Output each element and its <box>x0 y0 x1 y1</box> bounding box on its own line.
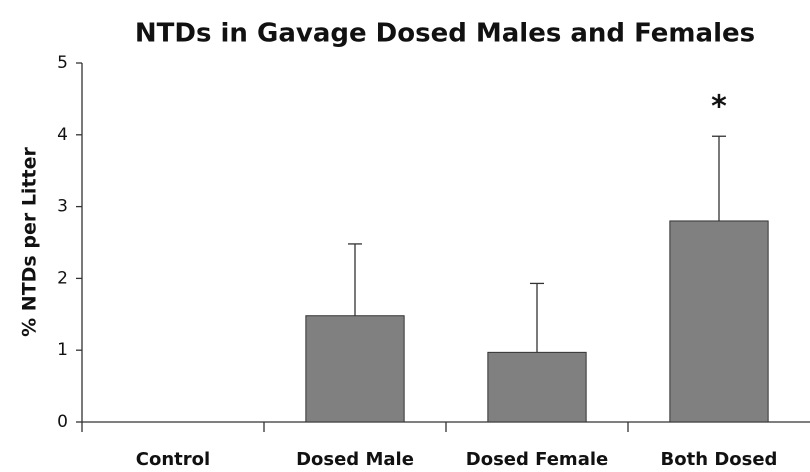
y-tick-label: 3 <box>57 197 68 217</box>
x-tick-label: Dosed Male <box>296 449 414 470</box>
annotation: * <box>711 90 727 125</box>
y-tick-label: 4 <box>57 125 68 145</box>
x-tick-label: Both Dosed <box>661 449 778 470</box>
y-tick-label: 0 <box>57 412 68 432</box>
y-tick-label: 2 <box>57 268 68 288</box>
y-tick-label: 5 <box>57 53 68 73</box>
x-tick-label: Control <box>136 449 210 470</box>
y-tick-label: 1 <box>57 340 68 360</box>
x-tick-label: Dosed Female <box>466 449 608 470</box>
y-axis-label: % NTDs per Litter <box>19 147 41 337</box>
bar <box>305 315 405 423</box>
bar <box>669 220 769 423</box>
chart-title: NTDs in Gavage Dosed Males and Females <box>135 19 755 49</box>
bar <box>487 351 587 423</box>
